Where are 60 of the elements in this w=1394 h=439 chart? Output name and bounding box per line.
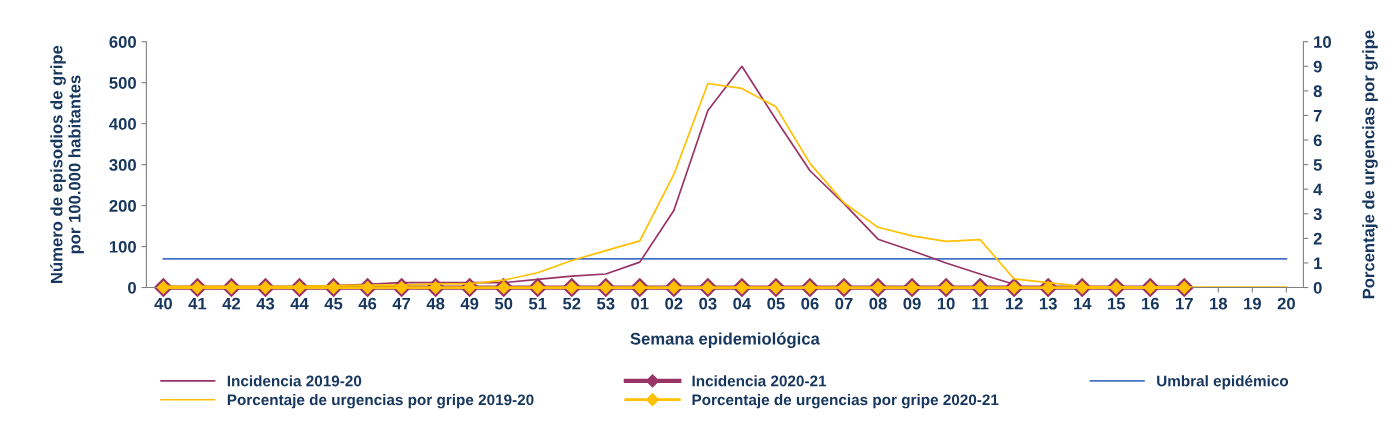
x-tick-label: 49 bbox=[460, 297, 479, 310]
y-tick-label: 500 bbox=[109, 77, 136, 89]
y2-tick-label: 4 bbox=[1313, 183, 1323, 196]
y2-tick-label: 8 bbox=[1313, 85, 1322, 98]
x-tick-label: 19 bbox=[1244, 297, 1261, 310]
x-tick-label: 20 bbox=[1277, 297, 1295, 310]
x-tick-label: 43 bbox=[256, 297, 275, 310]
x-tick-label: 14 bbox=[1073, 297, 1092, 310]
y2-tick-label: 9 bbox=[1313, 60, 1322, 73]
y-tick-label: 100 bbox=[109, 240, 136, 253]
legend-label: Incidencia 2020-21 bbox=[692, 375, 827, 387]
x-tick-label: 44 bbox=[290, 297, 309, 310]
legend-label: Incidencia 2019-20 bbox=[227, 375, 362, 387]
x-tick-label: 01 bbox=[631, 297, 649, 310]
x-tick-label: 52 bbox=[562, 297, 581, 310]
y-tick-label: 600 bbox=[109, 36, 136, 48]
x-tick-label: 53 bbox=[597, 297, 615, 310]
y-axis-title: Número de episodios de gripe por 100.000 habitantes bbox=[50, 45, 84, 283]
legend-label: Porcentaje de urgencias por gripe 2020-21 bbox=[692, 394, 999, 409]
x-tick-label: 07 bbox=[835, 297, 853, 310]
x-tick-label: 10 bbox=[937, 297, 955, 310]
x-tick-label: 48 bbox=[426, 297, 445, 310]
legend-label: Umbral epidémico bbox=[1157, 375, 1289, 390]
x-tick-label: 47 bbox=[392, 297, 411, 310]
y2-tick-label: 3 bbox=[1313, 208, 1322, 221]
x-tick-label: 51 bbox=[528, 297, 547, 310]
x-tick-label: 12 bbox=[1005, 297, 1023, 310]
y2-tick-label: 5 bbox=[1313, 159, 1322, 171]
x-tick-label: 13 bbox=[1039, 297, 1057, 310]
x-tick-label: 46 bbox=[358, 297, 377, 310]
x-tick-label: 18 bbox=[1210, 297, 1228, 310]
y2-tick-label: 1 bbox=[1314, 257, 1322, 269]
x-tick-label: 40 bbox=[154, 297, 172, 310]
x-tick-label: 02 bbox=[665, 297, 683, 310]
x-tick-label: 16 bbox=[1142, 297, 1159, 310]
x-tick-label: 05 bbox=[767, 297, 785, 310]
x-tick-label: 17 bbox=[1176, 297, 1193, 310]
x-tick-label: 04 bbox=[733, 297, 752, 310]
x-tick-label: 11 bbox=[972, 297, 989, 310]
x-tick-label: 15 bbox=[1108, 297, 1126, 310]
x-tick-label: 42 bbox=[222, 297, 241, 310]
x-tick-label: 06 bbox=[801, 297, 819, 310]
x-tick-label: 09 bbox=[903, 297, 921, 310]
y2-tick-label: 7 bbox=[1313, 110, 1322, 122]
x-tick-label: 08 bbox=[869, 297, 887, 310]
y2-tick-label: 10 bbox=[1314, 36, 1331, 48]
legend-label: Porcentaje de urgencias por gripe 2019-20 bbox=[227, 394, 534, 409]
y2-tick-label: 2 bbox=[1313, 232, 1322, 245]
y2-tick-label: 0 bbox=[1313, 281, 1322, 294]
y-tick-label: 0 bbox=[128, 281, 136, 294]
x-tick-label: 50 bbox=[494, 297, 513, 310]
y-tick-label: 400 bbox=[109, 118, 136, 130]
x-tick-label: 45 bbox=[324, 297, 343, 310]
y-tick-label: 200 bbox=[109, 200, 136, 212]
x-tick-label: 41 bbox=[188, 297, 207, 310]
x-axis-title: Semana epidemiológica bbox=[630, 332, 820, 348]
x-tick-label: 03 bbox=[699, 297, 717, 310]
y-tick-label: 300 bbox=[109, 159, 136, 171]
y2-tick-label: 6 bbox=[1313, 134, 1322, 147]
y2-axis-title: Porcentaje de urgencias por gripe bbox=[1362, 30, 1378, 299]
